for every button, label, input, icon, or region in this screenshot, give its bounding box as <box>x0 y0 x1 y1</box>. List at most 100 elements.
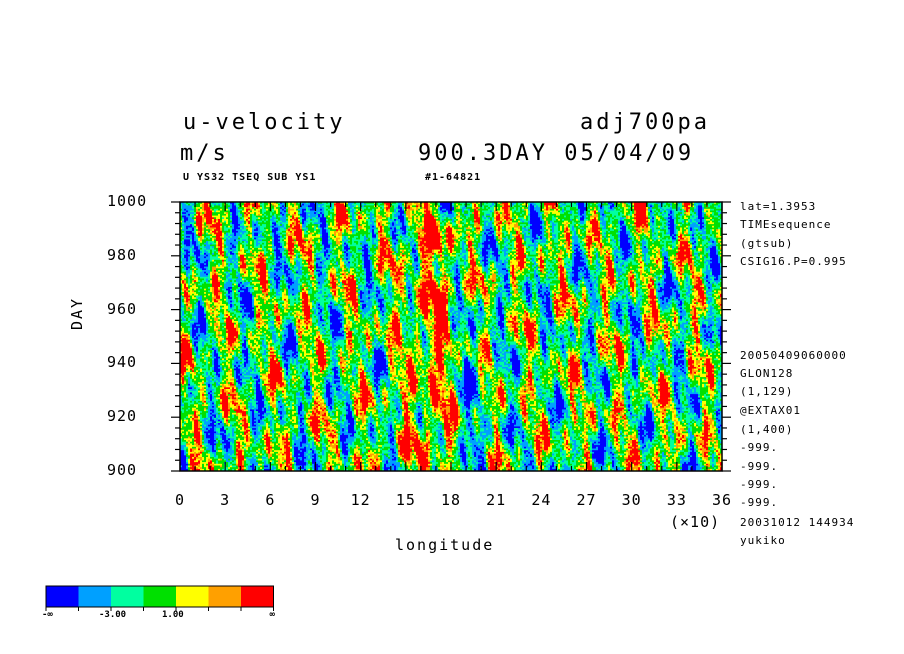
heatmap-cell-run <box>330 224 333 227</box>
heatmap-cell-run <box>356 220 359 223</box>
heatmap-cell-run <box>704 222 707 225</box>
heatmap-cell-run <box>308 205 317 208</box>
heatmap-cell-run <box>504 220 507 223</box>
heatmap-cell-run <box>694 205 697 208</box>
heatmap-cell-run <box>228 225 231 228</box>
heatmap-cell-run <box>408 217 413 220</box>
heatmap-cell-run <box>252 202 255 205</box>
heatmap-cell-run <box>422 207 425 210</box>
heatmap-cell-run <box>700 220 703 223</box>
heatmap-cell-run <box>598 224 601 227</box>
heatmap-cell-run <box>708 215 711 218</box>
heatmap-cell-run <box>354 208 357 211</box>
heatmap-cell-run <box>634 217 649 220</box>
heatmap-cell-run <box>510 219 513 222</box>
heatmap-cell-run <box>662 224 667 227</box>
heatmap-cell-run <box>334 219 337 222</box>
heatmap-cell-run <box>310 222 313 225</box>
heatmap-cell-run <box>494 222 497 225</box>
heatmap-cell-run <box>180 224 183 227</box>
heatmap-cell-run <box>330 215 333 218</box>
heatmap-cell-run <box>516 219 521 222</box>
heatmap-cell-run <box>554 229 559 232</box>
heatmap-cell-run <box>242 217 245 220</box>
heatmap-cell-run <box>656 208 661 211</box>
heatmap-cell-run <box>232 222 239 225</box>
heatmap-cell-run <box>682 208 685 211</box>
heatmap-cell-run <box>672 215 675 218</box>
heatmap-cell-run <box>558 222 563 225</box>
heatmap-cell-run <box>272 225 275 228</box>
heatmap-cell-run <box>250 230 253 233</box>
heatmap-cell-run <box>520 208 523 211</box>
heatmap-cell-run <box>358 208 361 211</box>
heatmap-cell-run <box>620 208 623 211</box>
heatmap-cell-run <box>392 205 395 208</box>
heatmap-cell-run <box>664 217 669 220</box>
heatmap-cell-run <box>528 222 531 225</box>
heatmap-cell-run <box>498 222 503 225</box>
heatmap-cell-run <box>244 219 247 222</box>
heatmap-cell-run <box>620 225 623 228</box>
heatmap-cell-run <box>230 230 233 233</box>
heatmap-cell-run <box>494 217 497 220</box>
heatmap-cell-run <box>442 222 445 225</box>
heatmap-cell-run <box>566 208 571 211</box>
heatmap-cell-run <box>300 220 303 223</box>
heatmap-cell-run <box>316 229 321 232</box>
heatmap-cell-run <box>336 202 341 205</box>
heatmap-cell-run <box>538 212 543 215</box>
heatmap-cell-run <box>412 203 417 206</box>
heatmap-cell-run <box>486 224 489 227</box>
heatmap-cell-run <box>462 215 467 218</box>
heatmap-cell-run <box>680 213 683 216</box>
heatmap-cell-run <box>344 230 347 233</box>
heatmap-cell-run <box>520 213 523 216</box>
heatmap-cell-run <box>698 229 705 232</box>
heatmap-cell-run <box>602 203 609 206</box>
heatmap-cell-run <box>212 210 215 213</box>
heatmap-cell-run <box>478 208 489 211</box>
heatmap-cell-run <box>632 212 635 215</box>
heatmap-cell-run <box>596 208 599 211</box>
heatmap-cell-run <box>304 203 311 206</box>
heatmap-cell-run <box>394 213 401 216</box>
heatmap-cell-run <box>478 205 481 208</box>
heatmap-cell-run <box>454 227 465 230</box>
heatmap-cell-run <box>606 220 611 223</box>
heatmap-cell-run <box>660 208 663 211</box>
heatmap-cell-run <box>190 203 193 206</box>
heatmap-cell-run <box>350 208 353 211</box>
heatmap-cell-run <box>498 202 501 205</box>
heatmap-cell-run <box>354 205 357 208</box>
subtitle-left: U YS32 TSEQ SUB YS1 <box>183 173 316 183</box>
heatmap-cell-run <box>706 219 711 222</box>
heatmap-cell-run <box>422 217 425 220</box>
heatmap-cell-run <box>448 213 455 216</box>
heatmap-cell-run <box>280 227 285 230</box>
heatmap-cell-run <box>634 219 637 222</box>
heatmap-cell-run <box>210 225 221 228</box>
heatmap-cell-run <box>564 208 567 211</box>
heatmap-cell-run <box>570 225 573 228</box>
heatmap-cell-run <box>492 217 495 220</box>
heatmap-cell-run <box>324 227 327 230</box>
heatmap-cell-run <box>670 203 673 206</box>
heatmap-cell-run <box>376 220 379 223</box>
heatmap-cell-run <box>456 224 459 227</box>
heatmap-cell-run <box>416 227 423 230</box>
heatmap-cell-run <box>660 207 663 210</box>
heatmap-cell-run <box>710 208 715 211</box>
heatmap-cell-run <box>510 227 513 230</box>
heatmap-cell-run <box>646 212 649 215</box>
heatmap-cell-run <box>626 217 629 220</box>
heatmap-cell-run <box>454 212 457 215</box>
heatmap-cell-run <box>552 205 555 208</box>
heatmap-cell-run <box>452 227 455 230</box>
heatmap-cell-run <box>180 227 183 230</box>
heatmap-cell-run <box>438 202 441 205</box>
heatmap-cell-run <box>448 222 451 225</box>
heatmap-cell-run <box>548 225 553 228</box>
heatmap-cell-run <box>564 219 571 222</box>
heatmap-cell-run <box>688 208 691 211</box>
